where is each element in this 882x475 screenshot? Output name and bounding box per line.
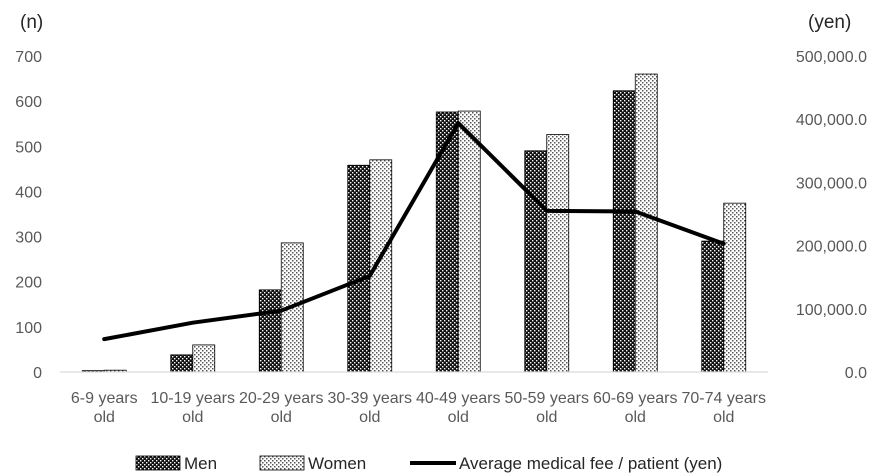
bar-men [612, 90, 636, 373]
bar-series [81, 73, 747, 373]
left-axis-unit: (n) [20, 12, 43, 33]
x-tick-label: 6-9 years [71, 390, 138, 407]
x-tick-label: 20-29 years [239, 390, 324, 407]
bar-men [435, 111, 459, 373]
bar-men [701, 240, 725, 373]
right-tick-label: 100,000.0 [796, 302, 867, 319]
left-tick-label: 600 [15, 94, 42, 111]
x-tick-label: 50-59 years [505, 390, 590, 407]
bar-women [634, 73, 658, 373]
legend-label-men: Men [184, 454, 217, 473]
legend-label-women: Women [308, 454, 366, 473]
bar-men [170, 354, 194, 373]
x-tick-label: old [182, 409, 203, 426]
left-tick-label: 700 [15, 49, 42, 66]
legend: Men Women Average medical fee / patient … [135, 454, 722, 473]
left-tick-label: 300 [15, 230, 42, 247]
bar-women [192, 344, 216, 373]
bar-women [369, 159, 393, 373]
bar-men [347, 164, 371, 373]
x-tick-label: 10-19 years [151, 390, 236, 407]
right-tick-label: 300,000.0 [796, 175, 867, 192]
x-tick-label: 30-39 years [328, 390, 413, 407]
x-tick-label: 40-49 years [416, 390, 501, 407]
right-tick-label: 0.0 [845, 365, 867, 382]
right-tick-label: 500,000.0 [796, 49, 867, 66]
right-tick-label: 200,000.0 [796, 239, 867, 256]
x-tick-label: 70-74 years [682, 390, 767, 407]
x-tick-label: 60-69 years [593, 390, 678, 407]
x-tick-label: old [359, 409, 380, 426]
left-tick-label: 500 [15, 139, 42, 156]
x-tick-label: old [271, 409, 292, 426]
left-tick-label: 200 [15, 275, 42, 292]
bar-men [258, 289, 282, 373]
left-tick-label: 100 [15, 320, 42, 337]
right-axis-unit: (yen) [808, 12, 851, 33]
bar-men [524, 150, 548, 373]
line-series [102, 120, 726, 342]
legend-label-line: Average medical fee / patient (yen) [459, 454, 722, 473]
legend-swatch-men [135, 455, 181, 471]
right-tick-label: 400,000.0 [796, 112, 867, 129]
left-axis: 0 100 200 300 400 500 600 700 [15, 49, 42, 382]
left-tick-label: 0 [33, 365, 42, 382]
right-axis: 0.0 100,000.0 200,000.0 300,000.0 400,000.0 5… [796, 49, 867, 382]
line-average-medical-fee [102, 120, 726, 342]
bar-women [723, 202, 747, 373]
bar-women [457, 110, 481, 373]
bar-women [546, 134, 570, 373]
left-tick-label: 400 [15, 184, 42, 201]
x-tick-label: old [94, 409, 115, 426]
x-tick-label: old [625, 409, 646, 426]
x-tick-label: old [713, 409, 734, 426]
x-tick-label: old [448, 409, 469, 426]
x-tick-label: old [536, 409, 557, 426]
legend-swatch-women [259, 455, 305, 471]
x-axis: 6-9 years old 10-19 years old 20-29 years old… [60, 371, 768, 426]
